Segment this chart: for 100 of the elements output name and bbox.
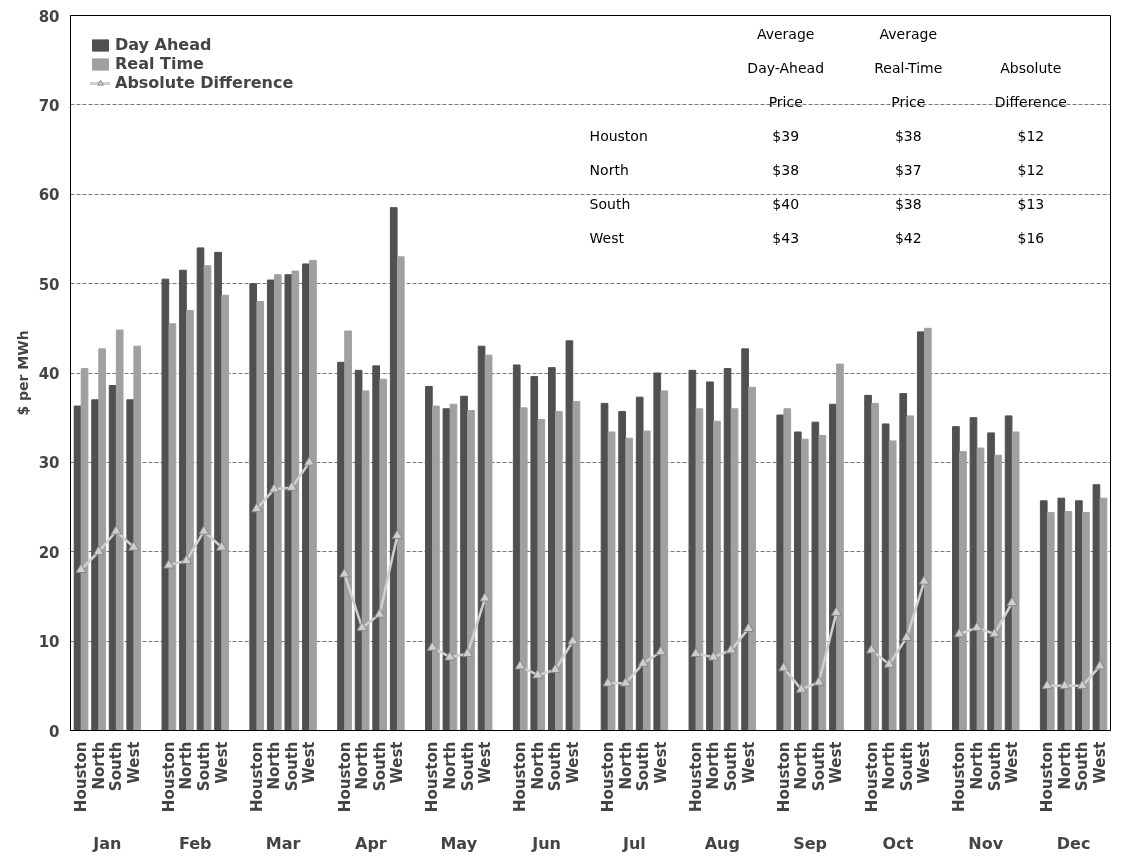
x-tick-label: Houston bbox=[72, 741, 91, 813]
bar bbox=[115, 329, 124, 731]
bar bbox=[741, 348, 749, 731]
y-tick-label: 70 bbox=[38, 96, 60, 115]
x-tick-label: Houston bbox=[423, 741, 442, 813]
x-tick-label: West bbox=[1003, 741, 1022, 784]
bar bbox=[1082, 511, 1090, 731]
y-tick-label: 50 bbox=[38, 275, 60, 294]
bar bbox=[372, 365, 381, 731]
x-tick-label: Houston bbox=[774, 741, 793, 813]
point bbox=[93, 545, 105, 556]
bar bbox=[460, 395, 468, 731]
bar bbox=[203, 265, 212, 731]
text: Apr bbox=[355, 833, 387, 853]
point bbox=[75, 563, 87, 574]
text: Oct bbox=[882, 833, 914, 853]
bar bbox=[98, 348, 106, 731]
x-tick-label: Houston bbox=[862, 741, 881, 813]
point bbox=[128, 541, 140, 551]
bar bbox=[660, 390, 669, 731]
x-tick-label: North bbox=[177, 741, 196, 790]
bar bbox=[1046, 511, 1055, 731]
x-tick-label: West bbox=[651, 741, 670, 784]
bar bbox=[555, 410, 563, 731]
y-tick-label: 0 bbox=[49, 722, 60, 741]
point bbox=[479, 591, 491, 602]
bar bbox=[425, 385, 433, 731]
bar bbox=[642, 430, 651, 731]
x-tick-label: West bbox=[563, 741, 582, 784]
bar bbox=[723, 368, 732, 731]
text: Jan bbox=[92, 833, 122, 853]
x-tick-label: West bbox=[827, 741, 846, 784]
point bbox=[918, 574, 930, 585]
text: May bbox=[440, 833, 478, 853]
bar bbox=[467, 410, 475, 731]
bar bbox=[214, 251, 222, 731]
annotation: $42 bbox=[894, 230, 922, 246]
point bbox=[989, 627, 1001, 638]
bar bbox=[396, 256, 405, 731]
x-tick-label: Houston bbox=[159, 741, 178, 813]
point bbox=[110, 524, 122, 535]
text: Average Real-Time Price bbox=[874, 26, 943, 111]
bar bbox=[625, 437, 633, 731]
bar bbox=[987, 432, 995, 731]
annotation: $38 bbox=[894, 196, 922, 213]
x-tick-label: North bbox=[967, 741, 986, 790]
annotation: Houston bbox=[589, 128, 648, 145]
x-tick-label: West bbox=[915, 741, 934, 784]
bar bbox=[1075, 500, 1083, 731]
x-tick-label: North bbox=[89, 741, 108, 790]
bar bbox=[959, 451, 967, 731]
point bbox=[830, 606, 842, 616]
bar bbox=[221, 294, 229, 731]
annotation: South bbox=[589, 196, 631, 213]
point bbox=[356, 621, 368, 632]
x-tick-label: South bbox=[107, 741, 126, 792]
bar bbox=[266, 279, 275, 731]
x-tick-label: West bbox=[1090, 741, 1109, 784]
x-tick-label: North bbox=[616, 741, 635, 790]
point bbox=[426, 641, 438, 651]
bar bbox=[952, 426, 960, 731]
bar bbox=[168, 323, 177, 731]
bar bbox=[635, 396, 644, 731]
point bbox=[1006, 596, 1018, 607]
bar bbox=[653, 372, 662, 731]
bar bbox=[133, 345, 142, 731]
y-tick-label: 60 bbox=[38, 186, 60, 205]
bar bbox=[530, 376, 539, 731]
bar bbox=[888, 440, 897, 731]
bar bbox=[695, 408, 704, 731]
annotation: $43 bbox=[772, 230, 800, 246]
point bbox=[971, 621, 983, 632]
point bbox=[198, 524, 210, 535]
x-tick-label: North bbox=[440, 741, 459, 790]
annotation: $12 bbox=[1017, 128, 1045, 145]
point bbox=[602, 676, 614, 687]
bar bbox=[811, 421, 820, 731]
bar bbox=[196, 247, 205, 731]
text: Absolute Difference bbox=[994, 60, 1067, 111]
bar bbox=[864, 394, 872, 731]
x-tick-label: South bbox=[458, 741, 477, 792]
x-tick-label: South bbox=[985, 741, 1004, 792]
point bbox=[532, 668, 544, 679]
point bbox=[286, 481, 298, 491]
y-tick-label: 80 bbox=[38, 7, 60, 26]
legend-label: Absolute Difference bbox=[115, 73, 294, 92]
text: Jul bbox=[622, 833, 646, 853]
x-tick-label: West bbox=[476, 741, 495, 784]
bar bbox=[1099, 497, 1108, 731]
x-tick-label: South bbox=[897, 741, 916, 792]
bar bbox=[800, 438, 809, 731]
point bbox=[1076, 679, 1088, 690]
bar bbox=[379, 378, 388, 731]
point bbox=[444, 650, 456, 661]
bar bbox=[713, 420, 721, 731]
bar bbox=[537, 418, 546, 731]
annotation: West bbox=[589, 230, 625, 246]
bar bbox=[548, 367, 556, 731]
point bbox=[743, 622, 755, 632]
point bbox=[953, 627, 965, 638]
